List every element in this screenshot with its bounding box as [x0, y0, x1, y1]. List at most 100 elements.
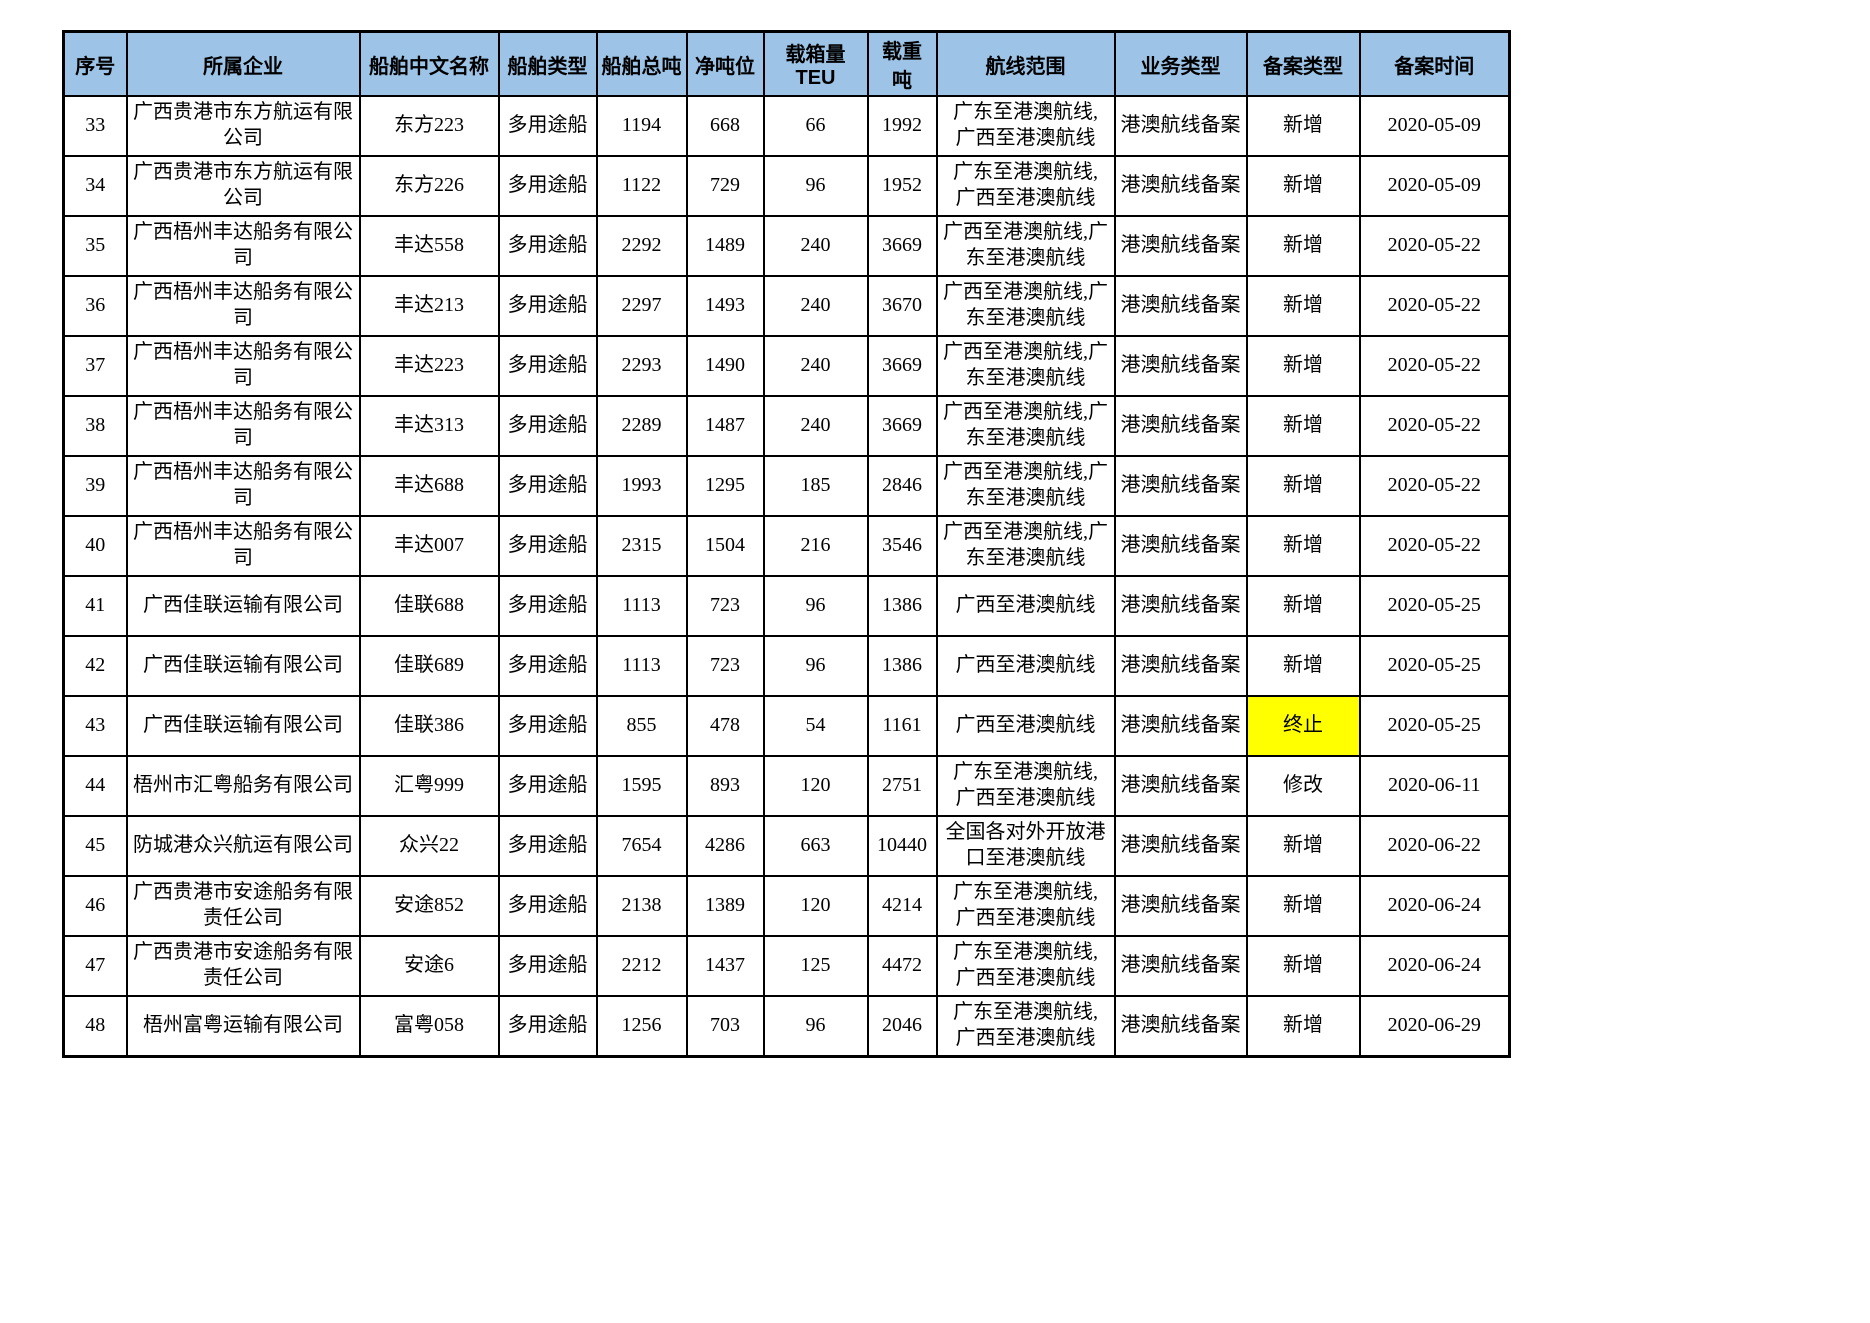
- cell-deadweight: 2751: [866, 755, 938, 817]
- cell-business-type: 港澳航线备案: [1113, 755, 1248, 817]
- cell-seq: 38: [62, 395, 128, 457]
- cell-filing-type: 新增: [1245, 635, 1361, 697]
- cell-ship-name: 安途852: [358, 875, 500, 937]
- cell-filing-date: 2020-05-22: [1358, 455, 1511, 517]
- cell-gross-tonnage: 1993: [595, 455, 688, 517]
- cell-teu: 240: [762, 215, 869, 277]
- cell-gross-tonnage: 1194: [595, 95, 688, 157]
- cell-route: 广西至港澳航线,广 东至港澳航线: [935, 215, 1116, 277]
- cell-business-type: 港澳航线备案: [1113, 215, 1248, 277]
- cell-teu: 185: [762, 455, 869, 517]
- cell-route: 广西至港澳航线,广 东至港澳航线: [935, 275, 1116, 337]
- cell-ship-type: 多用途船: [497, 395, 598, 457]
- cell-deadweight: 1992: [866, 95, 938, 157]
- cell-company: 防城港众兴航运有限公司: [125, 815, 361, 877]
- cell-business-type: 港澳航线备案: [1113, 995, 1248, 1057]
- cell-gross-tonnage: 7654: [595, 815, 688, 877]
- cell-filing-type: 新增: [1245, 815, 1361, 877]
- cell-ship-name: 众兴22: [358, 815, 500, 877]
- cell-filing-date: 2020-06-11: [1358, 755, 1511, 817]
- cell-gross-tonnage: 2289: [595, 395, 688, 457]
- header-cell-teu: 载箱量TEU: [762, 30, 869, 97]
- cell-route: 广西至港澳航线: [935, 635, 1116, 697]
- cell-gross-tonnage: 2212: [595, 935, 688, 997]
- table-row: 48 梧州富粤运输有限公司 富粤058 多用途船 1256 703 96 204…: [62, 995, 1511, 1057]
- cell-filing-date: 2020-05-25: [1358, 695, 1511, 757]
- table-row: 43 广西佳联运输有限公司 佳联386 多用途船 855 478 54 1161…: [62, 695, 1511, 757]
- cell-business-type: 港澳航线备案: [1113, 635, 1248, 697]
- cell-route: 全国各对外开放港 口至港澳航线: [935, 815, 1116, 877]
- cell-seq: 37: [62, 335, 128, 397]
- header-cell-business-type: 业务类型: [1113, 30, 1248, 97]
- cell-company: 广西贵港市安途船务有限 责任公司: [125, 875, 361, 937]
- cell-route: 广西至港澳航线,广 东至港澳航线: [935, 455, 1116, 517]
- cell-net-tonnage: 723: [685, 635, 765, 697]
- cell-filing-date: 2020-05-25: [1358, 575, 1511, 637]
- cell-filing-type: 新增: [1245, 335, 1361, 397]
- cell-business-type: 港澳航线备案: [1113, 335, 1248, 397]
- cell-ship-type: 多用途船: [497, 635, 598, 697]
- header-cell-net-tonnage: 净吨位: [685, 30, 765, 97]
- cell-teu: 96: [762, 155, 869, 217]
- cell-teu: 120: [762, 755, 869, 817]
- table-row: 38 广西梧州丰达船务有限公 司 丰达313 多用途船 2289 1487 24…: [62, 395, 1511, 457]
- cell-business-type: 港澳航线备案: [1113, 815, 1248, 877]
- cell-gross-tonnage: 1595: [595, 755, 688, 817]
- cell-deadweight: 1952: [866, 155, 938, 217]
- cell-teu: 96: [762, 575, 869, 637]
- cell-ship-type: 多用途船: [497, 935, 598, 997]
- table-row: 36 广西梧州丰达船务有限公 司 丰达213 多用途船 2297 1493 24…: [62, 275, 1511, 337]
- cell-seq: 46: [62, 875, 128, 937]
- cell-deadweight: 1386: [866, 635, 938, 697]
- cell-deadweight: 2046: [866, 995, 938, 1057]
- cell-filing-date: 2020-05-22: [1358, 395, 1511, 457]
- cell-gross-tonnage: 2297: [595, 275, 688, 337]
- cell-net-tonnage: 1389: [685, 875, 765, 937]
- cell-seq: 43: [62, 695, 128, 757]
- cell-net-tonnage: 1493: [685, 275, 765, 337]
- cell-net-tonnage: 668: [685, 95, 765, 157]
- cell-gross-tonnage: 1122: [595, 155, 688, 217]
- cell-deadweight: 3669: [866, 215, 938, 277]
- cell-deadweight: 1386: [866, 575, 938, 637]
- cell-route: 广东至港澳航线, 广西至港澳航线: [935, 755, 1116, 817]
- table-row: 33 广西贵港市东方航运有限 公司 东方223 多用途船 1194 668 66…: [62, 95, 1511, 157]
- cell-company: 广西梧州丰达船务有限公 司: [125, 455, 361, 517]
- cell-filing-type: 新增: [1245, 95, 1361, 157]
- cell-business-type: 港澳航线备案: [1113, 575, 1248, 637]
- header-cell-seq: 序号: [62, 30, 128, 97]
- table-row: 34 广西贵港市东方航运有限 公司 东方226 多用途船 1122 729 96…: [62, 155, 1511, 217]
- cell-teu: 125: [762, 935, 869, 997]
- cell-net-tonnage: 729: [685, 155, 765, 217]
- cell-business-type: 港澳航线备案: [1113, 155, 1248, 217]
- cell-gross-tonnage: 2315: [595, 515, 688, 577]
- header-cell-ship-name: 船舶中文名称: [358, 30, 500, 97]
- cell-deadweight: 1161: [866, 695, 938, 757]
- cell-filing-type: 修改: [1245, 755, 1361, 817]
- cell-filing-date: 2020-05-25: [1358, 635, 1511, 697]
- cell-seq: 35: [62, 215, 128, 277]
- cell-seq: 34: [62, 155, 128, 217]
- cell-seq: 47: [62, 935, 128, 997]
- table-row: 44 梧州市汇粤船务有限公司 汇粤999 多用途船 1595 893 120 2…: [62, 755, 1511, 817]
- header-cell-gross-tonnage: 船舶总吨: [595, 30, 688, 97]
- cell-route: 广东至港澳航线, 广西至港澳航线: [935, 95, 1116, 157]
- cell-ship-type: 多用途船: [497, 215, 598, 277]
- cell-net-tonnage: 703: [685, 995, 765, 1057]
- table-row: 37 广西梧州丰达船务有限公 司 丰达223 多用途船 2293 1490 24…: [62, 335, 1511, 397]
- cell-company: 广西梧州丰达船务有限公 司: [125, 275, 361, 337]
- cell-seq: 45: [62, 815, 128, 877]
- cell-deadweight: 3669: [866, 395, 938, 457]
- cell-company: 广西贵港市东方航运有限 公司: [125, 95, 361, 157]
- cell-filing-date: 2020-05-22: [1358, 275, 1511, 337]
- cell-filing-date: 2020-06-24: [1358, 875, 1511, 937]
- cell-company: 广西梧州丰达船务有限公 司: [125, 395, 361, 457]
- cell-ship-type: 多用途船: [497, 755, 598, 817]
- cell-teu: 240: [762, 275, 869, 337]
- cell-teu: 66: [762, 95, 869, 157]
- cell-business-type: 港澳航线备案: [1113, 275, 1248, 337]
- cell-business-type: 港澳航线备案: [1113, 695, 1248, 757]
- cell-ship-type: 多用途船: [497, 995, 598, 1057]
- cell-deadweight: 10440: [866, 815, 938, 877]
- cell-net-tonnage: 478: [685, 695, 765, 757]
